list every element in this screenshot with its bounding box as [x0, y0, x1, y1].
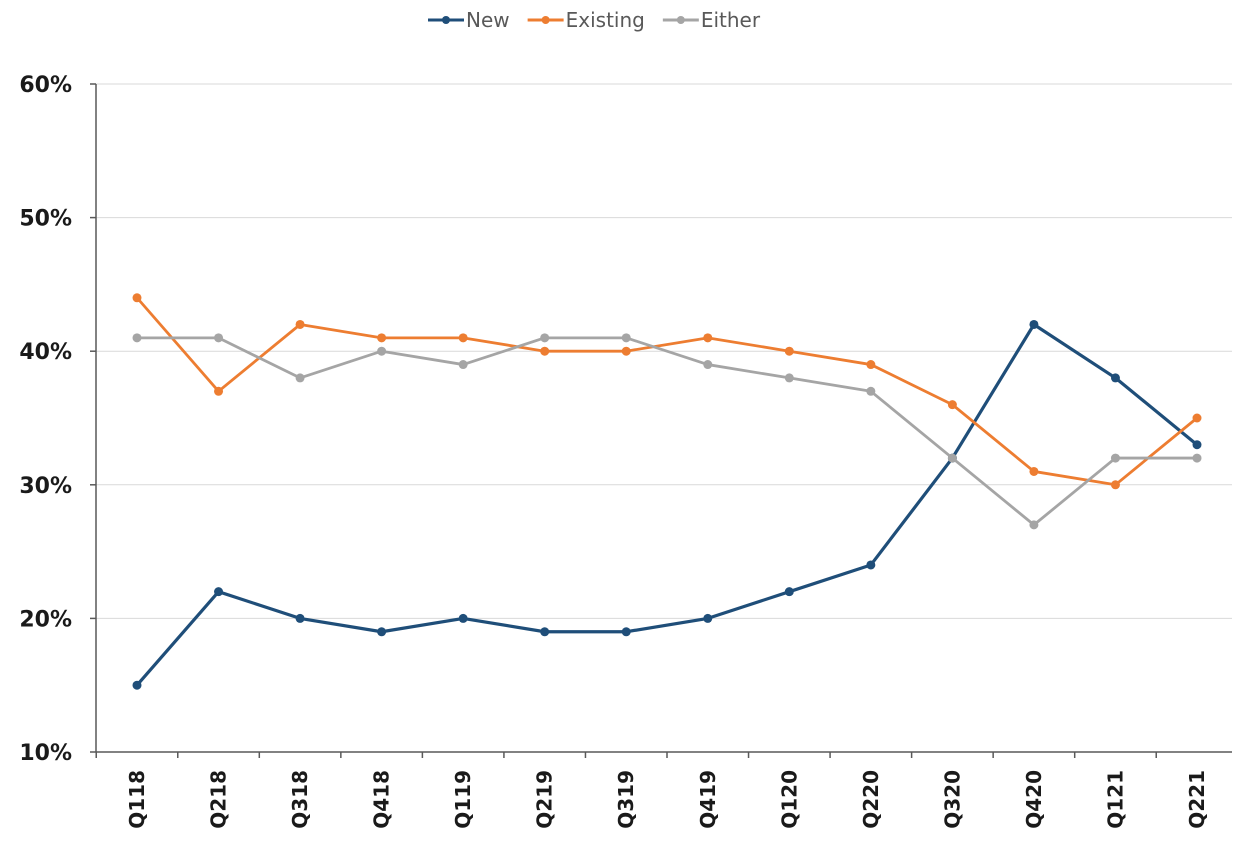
series: [133, 293, 1202, 689]
x-tick-label: Q320: [940, 770, 964, 829]
series-either: [133, 333, 1202, 529]
data-point: [540, 627, 549, 636]
data-point: [214, 333, 223, 342]
data-point: [377, 333, 386, 342]
y-tick-label: 60%: [19, 73, 72, 98]
legend-swatch-marker: [677, 16, 685, 24]
data-point: [133, 333, 142, 342]
data-point: [1029, 520, 1038, 529]
data-point: [459, 614, 468, 623]
data-point: [214, 587, 223, 596]
x-tick-label: Q419: [696, 770, 720, 829]
x-tick-label: Q418: [370, 770, 394, 829]
y-tick-label: 30%: [19, 474, 72, 499]
x-tick-labels: Q118 Q218 Q318 Q418 Q119 Q219 Q319 Q419 Q120 Q220…: [125, 770, 1209, 829]
data-point: [377, 627, 386, 636]
data-point: [866, 387, 875, 396]
data-point: [703, 614, 712, 623]
series-line: [137, 338, 1197, 525]
x-tick-label: Q220: [859, 770, 883, 829]
legend-item-new: New: [428, 8, 510, 32]
axes: [90, 84, 1233, 758]
data-point: [622, 627, 631, 636]
legend-swatch-marker: [542, 16, 550, 24]
data-point: [785, 373, 794, 382]
data-point: [785, 587, 794, 596]
data-point: [1111, 373, 1120, 382]
x-tick-label: Q318: [288, 770, 312, 829]
data-point: [1029, 467, 1038, 476]
x-tick-label: Q219: [533, 770, 557, 829]
data-point: [948, 454, 957, 463]
x-tick-label: Q319: [614, 770, 638, 829]
data-point: [540, 333, 549, 342]
x-tick-label: Q119: [451, 770, 475, 829]
legend-label: New: [466, 8, 510, 32]
x-tick-label: Q221: [1185, 770, 1209, 829]
legend: New Existing Either: [428, 8, 761, 32]
y-tick-label: 10%: [19, 741, 72, 766]
legend-label: Existing: [566, 8, 645, 32]
data-point: [1111, 480, 1120, 489]
x-tick-label: Q121: [1103, 770, 1127, 829]
data-point: [1193, 454, 1202, 463]
legend-item-either: Either: [663, 8, 761, 32]
y-tick-label: 40%: [19, 340, 72, 365]
data-point: [622, 347, 631, 356]
data-point: [866, 560, 875, 569]
data-point: [622, 333, 631, 342]
x-tick-label: Q218: [207, 770, 231, 829]
data-point: [296, 320, 305, 329]
x-tick-label: Q120: [777, 770, 801, 829]
data-point: [948, 400, 957, 409]
data-point: [133, 293, 142, 302]
data-point: [703, 360, 712, 369]
x-tick-label: Q118: [125, 770, 149, 829]
series-existing: [133, 293, 1202, 489]
data-point: [133, 681, 142, 690]
data-point: [214, 387, 223, 396]
data-point: [1193, 440, 1202, 449]
data-point: [1029, 320, 1038, 329]
legend-swatch-marker: [442, 16, 450, 24]
data-point: [459, 333, 468, 342]
data-point: [296, 614, 305, 623]
data-point: [459, 360, 468, 369]
data-point: [540, 347, 549, 356]
x-tick-label: Q420: [1022, 770, 1046, 829]
y-tick-label: 20%: [19, 607, 72, 632]
data-point: [703, 333, 712, 342]
legend-item-existing: Existing: [528, 8, 645, 32]
y-tick-labels: 10% 20% 30% 40% 50% 60%: [19, 73, 72, 766]
legend-label: Either: [701, 8, 761, 32]
data-point: [866, 360, 875, 369]
y-tick-label: 50%: [19, 207, 72, 232]
data-point: [296, 373, 305, 382]
data-point: [377, 347, 386, 356]
data-point: [785, 347, 794, 356]
data-point: [1193, 414, 1202, 423]
data-point: [1111, 454, 1120, 463]
